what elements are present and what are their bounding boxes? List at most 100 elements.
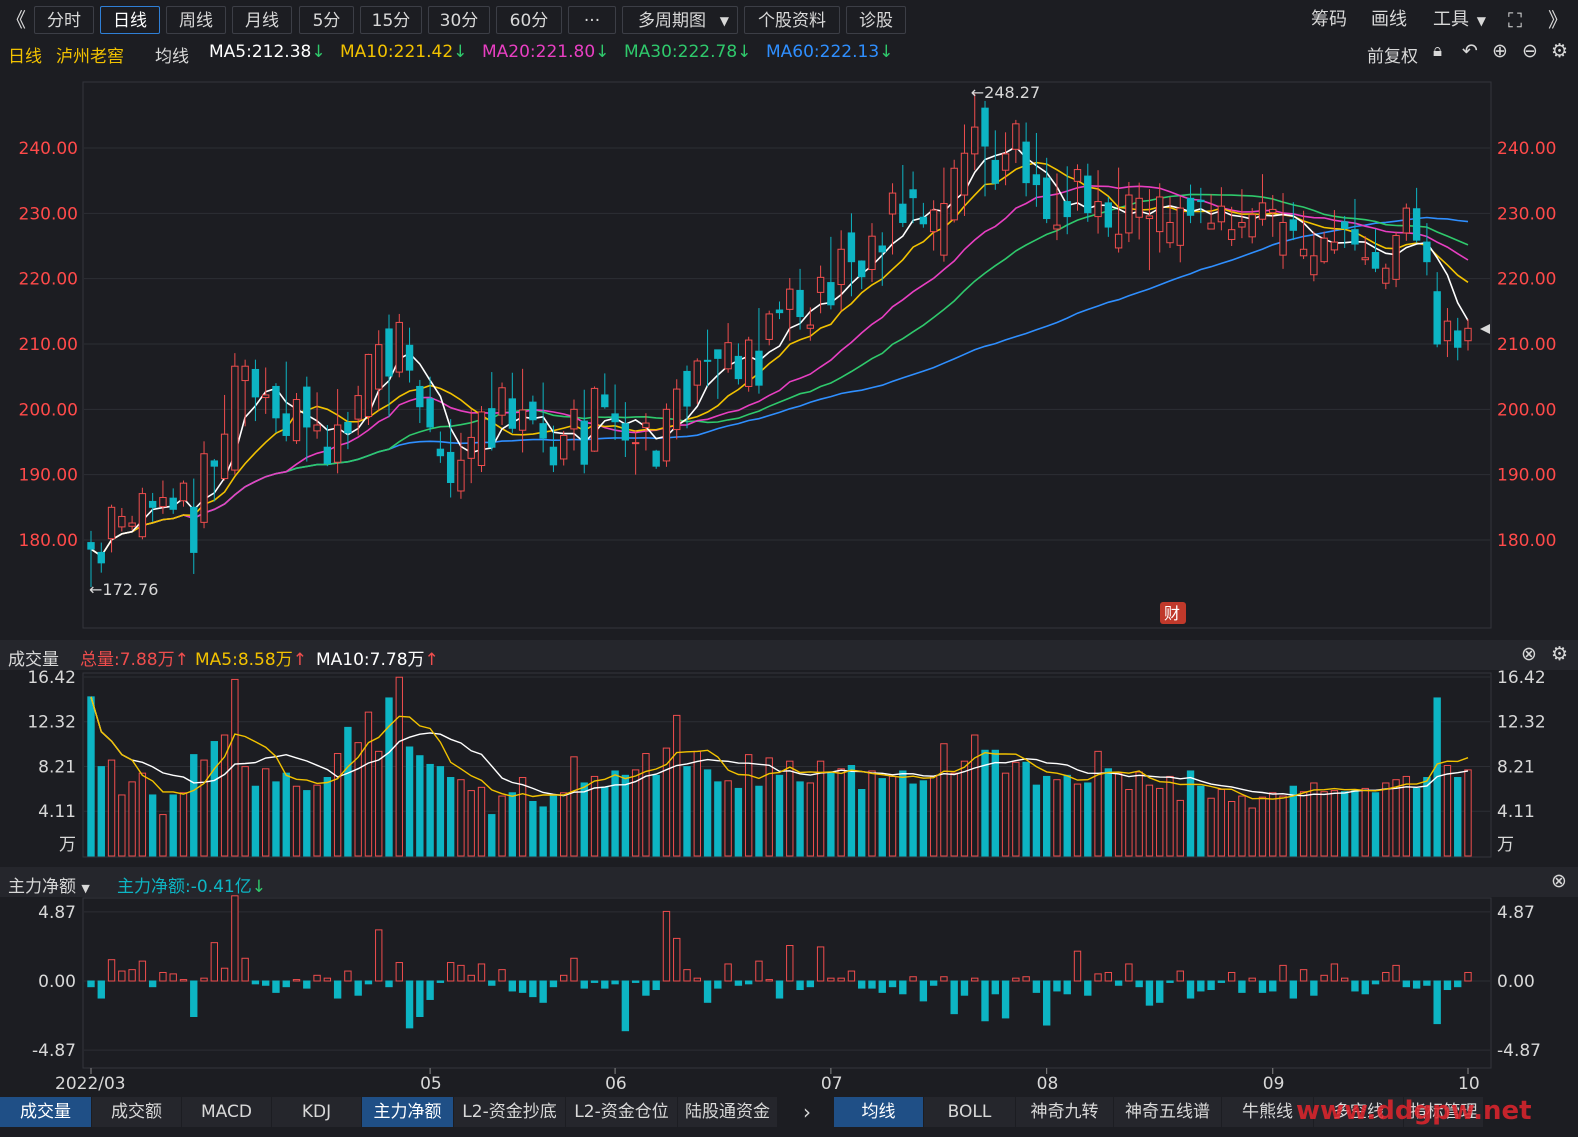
flow-bar <box>683 969 691 982</box>
flow-indicator-dropdown[interactable]: 主力净额 ▼ <box>8 877 90 897</box>
candle-body <box>621 423 630 441</box>
settings-gear-icon[interactable]: ⚙ <box>1551 40 1569 62</box>
candle-body <box>662 408 671 462</box>
ma30-value: MA30:222.78↓ <box>624 42 752 62</box>
period-label: 日线 <box>8 47 42 67</box>
candle-body <box>1412 208 1421 241</box>
flow-bar <box>241 957 249 982</box>
candle-body <box>1012 123 1020 150</box>
period-button-5[interactable]: 15分 <box>360 6 422 34</box>
period-button-3[interactable]: 月线 <box>232 6 292 34</box>
tab-left-1[interactable]: 成交额 <box>92 1097 182 1127</box>
candle-body <box>477 411 486 467</box>
tab-left-5[interactable]: L2-资金抄底 <box>454 1097 566 1127</box>
tab-left-2[interactable]: MACD <box>182 1097 272 1127</box>
x-label: 09 <box>1263 1074 1285 1094</box>
period-button-2[interactable]: 周线 <box>166 6 226 34</box>
ma-label[interactable]: 均线 <box>155 47 189 67</box>
fullscreen-icon[interactable]: ⛶ <box>1508 8 1522 32</box>
tab-left-4[interactable]: 主力净额 <box>362 1097 454 1127</box>
candle-body <box>364 353 373 418</box>
x-label: 2022/03 <box>55 1074 126 1094</box>
volume-bar <box>477 786 486 857</box>
tab-left-6[interactable]: L2-资金仓位 <box>566 1097 678 1127</box>
volume-bar <box>714 781 722 857</box>
volume-settings-gear-icon[interactable]: ⚙ <box>1551 643 1569 665</box>
volume-bar <box>560 792 568 857</box>
volume-bar <box>148 794 157 857</box>
volume-bar <box>1166 775 1174 857</box>
tab-right-1[interactable]: BOLL <box>924 1097 1016 1127</box>
flow-bar <box>1351 980 1359 992</box>
chips-button[interactable]: 筹码 <box>1311 9 1347 30</box>
period-button-0[interactable]: 分时 <box>34 6 94 34</box>
volume-bar <box>1341 791 1349 857</box>
tab-right-4[interactable]: 牛熊线 <box>1222 1097 1314 1127</box>
diagnose-button[interactable]: 诊股 <box>846 6 906 34</box>
volume-title[interactable]: 成交量 <box>8 650 59 670</box>
volume-total: 总量:7.88万↑ <box>80 650 189 670</box>
zoom-in-icon[interactable]: ⊕ <box>1492 40 1508 62</box>
tab-right-0[interactable]: 均线 <box>834 1097 924 1127</box>
zoom-out-icon[interactable]: ⊖ <box>1522 40 1538 62</box>
indicator-tabs-left: 成交量 成交额 MACD KDJ 主力净额 L2-资金抄底 L2-资金仓位 陆股通资金 <box>0 1097 800 1127</box>
flow-bar <box>405 980 414 1029</box>
flow-bar <box>899 980 907 995</box>
period-button-1[interactable]: 日线 <box>100 6 160 34</box>
volume-tick-left: 8.21 <box>38 758 76 778</box>
price-tick-left: 190.00 <box>19 466 78 486</box>
period-button-6[interactable]: 30分 <box>428 6 490 34</box>
draw-button[interactable]: 画线 <box>1371 9 1407 30</box>
collapse-left-icon[interactable]: 《 <box>6 8 26 32</box>
flow-bar <box>693 977 701 982</box>
tab-left-0[interactable]: 成交量 <box>0 1097 92 1127</box>
close-volume-icon[interactable]: ⊗ <box>1521 643 1537 665</box>
flow-bar <box>138 960 147 982</box>
volume-ma-lines <box>90 696 1469 800</box>
candle-body <box>190 506 198 553</box>
flow-bar <box>426 980 434 1000</box>
candle-body <box>1001 153 1010 171</box>
adjust-button[interactable]: 前复权 <box>1367 47 1418 67</box>
candle-body <box>1238 221 1246 228</box>
flow-bar <box>590 980 599 983</box>
candle-body <box>909 189 917 199</box>
multi-period-dropdown[interactable]: 多周期图 ▼ <box>622 6 738 34</box>
tab-right-5[interactable]: 多空线 <box>1314 1097 1404 1127</box>
tab-left-3[interactable]: KDJ <box>272 1097 362 1127</box>
flow-bar <box>1186 980 1195 999</box>
tab-right-6[interactable]: 指标管理 <box>1404 1097 1484 1127</box>
volume-bar <box>292 785 301 857</box>
volume-bar <box>1279 795 1287 857</box>
volume-bar <box>1320 791 1328 857</box>
flow-bar <box>282 980 290 988</box>
x-label: 10 <box>1458 1074 1480 1094</box>
flow-tick-right: -4.87 <box>1497 1041 1541 1061</box>
flow-bar <box>292 979 301 982</box>
period-button-7[interactable]: 60分 <box>496 6 562 34</box>
period-button-4[interactable]: 5分 <box>299 6 354 34</box>
volume-bar <box>1217 789 1226 857</box>
tab-right-3[interactable]: 神奇五线谱 <box>1114 1097 1222 1127</box>
undo-icon[interactable]: ↶ <box>1462 40 1478 62</box>
stock-info-button[interactable]: 个股资料 <box>744 6 840 34</box>
candle-body <box>950 167 958 221</box>
flow-value: 主力净额:-0.41亿↓ <box>117 877 266 897</box>
volume-bar <box>1032 784 1041 857</box>
tabs-scroll-right-icon[interactable]: › <box>803 1100 811 1124</box>
more-periods-button[interactable]: ··· <box>568 6 616 34</box>
flow-bars <box>87 895 1472 1032</box>
close-flow-icon[interactable]: ⊗ <box>1551 870 1567 892</box>
candle-body <box>262 394 270 399</box>
tab-left-7[interactable]: 陆股通资金 <box>678 1097 778 1127</box>
tools-button[interactable]: 工具 ▼ <box>1433 6 1486 34</box>
tab-right-2[interactable]: 神奇九转 <box>1016 1097 1114 1127</box>
lock-icon[interactable]: 🔒︎ <box>1433 41 1443 61</box>
expand-right-icon[interactable]: 》 <box>1548 8 1568 32</box>
volume-bar <box>868 770 876 857</box>
flow-bar <box>1392 964 1400 982</box>
candle-body <box>919 216 928 225</box>
candle-body <box>1279 221 1287 256</box>
flow-bar <box>888 980 897 988</box>
